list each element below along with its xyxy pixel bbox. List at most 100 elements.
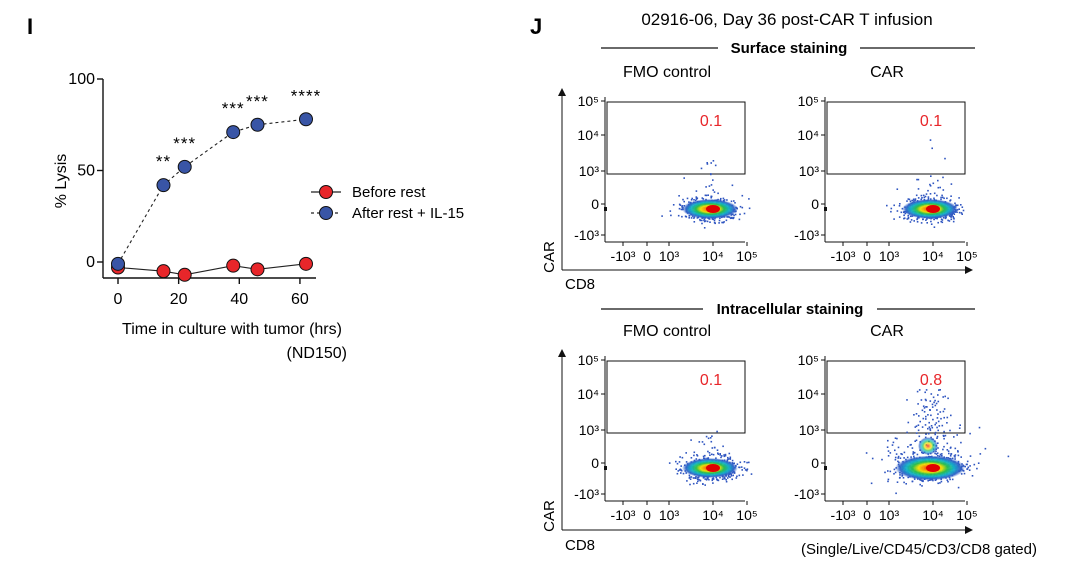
gate-percent: 0.1 [700,372,722,389]
flow-x-tick-label: -10³ [831,248,856,264]
cell-event [676,472,679,475]
cell-event [700,167,703,170]
flow-x-tick-label: 10³ [659,507,680,523]
cell-event [685,452,687,454]
cell-event [679,456,681,458]
cell-event [912,452,915,454]
density-peak [706,464,720,472]
cell-event [696,454,698,456]
cell-event [703,220,706,223]
cell-event [939,453,942,456]
cell-event [943,430,945,433]
cell-event [971,475,974,477]
cell-event [950,453,953,455]
donor-note: (ND150) [287,345,347,362]
cell-event [911,447,914,449]
cell-event [728,452,731,455]
cell-event [931,403,934,406]
cell-event [934,431,937,434]
cell-event [922,405,925,407]
cell-event [736,475,738,478]
cell-event [925,406,927,408]
cell-event [907,421,910,424]
cell-event [936,435,939,438]
cell-event [949,478,951,481]
cell-event [732,474,734,477]
cell-event [952,220,955,223]
cell-event [948,220,951,222]
cell-event [741,194,744,197]
cell-event [693,217,695,219]
cell-event [930,175,932,177]
cell-event [724,453,727,456]
cell-event [926,406,928,408]
cell-event [717,192,719,195]
cell-event [886,204,888,207]
cell-event [922,218,924,221]
cell-event [729,476,731,478]
cell-event [701,441,704,443]
cell-event [900,453,902,455]
cell-event [701,222,703,225]
cell-event [936,454,939,457]
outer-y-arrow [558,349,566,357]
cell-event [733,214,735,217]
cell-event [934,433,936,436]
cell-event [719,454,721,456]
cell-event [705,186,707,188]
cell-event [947,480,949,483]
cell-event [703,227,706,229]
cell-event [937,482,939,485]
cell-event [940,417,942,420]
cell-event [722,197,725,200]
cell-event [977,462,980,464]
cell-event [714,222,716,225]
cell-event [688,215,691,217]
legend-label-before-rest: Before rest [352,184,426,201]
cell-event [890,210,892,213]
cell-event [706,162,708,164]
cell-event [951,457,954,460]
cell-event [929,400,932,402]
cell-event [958,208,960,210]
flow-y-tick-label: 10³ [799,163,820,179]
cell-event [918,389,921,391]
flow-y-tick-label: 10⁵ [578,352,599,368]
cell-event [894,458,897,461]
x-tick-label: 60 [291,291,309,308]
x-tick-label: 40 [230,291,248,308]
cell-event [937,429,939,432]
cell-event [939,389,941,391]
cell-event [953,455,956,457]
flow-x-tick-label: 0 [643,248,651,264]
cell-event [940,455,943,457]
cell-event [710,173,712,176]
legend-label-after-rest: After rest + IL-15 [352,205,464,222]
significance-stars: *** [173,134,196,153]
cell-event [943,437,945,440]
flow-y-tick-label: 0 [591,455,599,471]
cell-event [941,194,943,197]
cell-event [921,409,924,412]
cell-event [961,213,963,215]
cell-event [937,447,939,449]
axis-event-marker [604,466,607,470]
cell-event [695,458,698,460]
cell-event [960,441,962,444]
cell-event [703,457,705,459]
cell-event [945,216,947,219]
cell-event [703,443,706,446]
cell-event [925,399,927,402]
cell-event [914,426,917,428]
flow-y-tick-label: 10⁵ [798,352,819,368]
cell-event [967,466,970,469]
cell-event [748,461,750,464]
cell-event [960,204,962,206]
cell-event [708,478,710,481]
cell-event [710,195,712,198]
cell-event [698,441,701,443]
cell-event [893,468,896,471]
cell-event [957,486,960,489]
cell-event [938,425,941,427]
cell-event [957,454,960,457]
